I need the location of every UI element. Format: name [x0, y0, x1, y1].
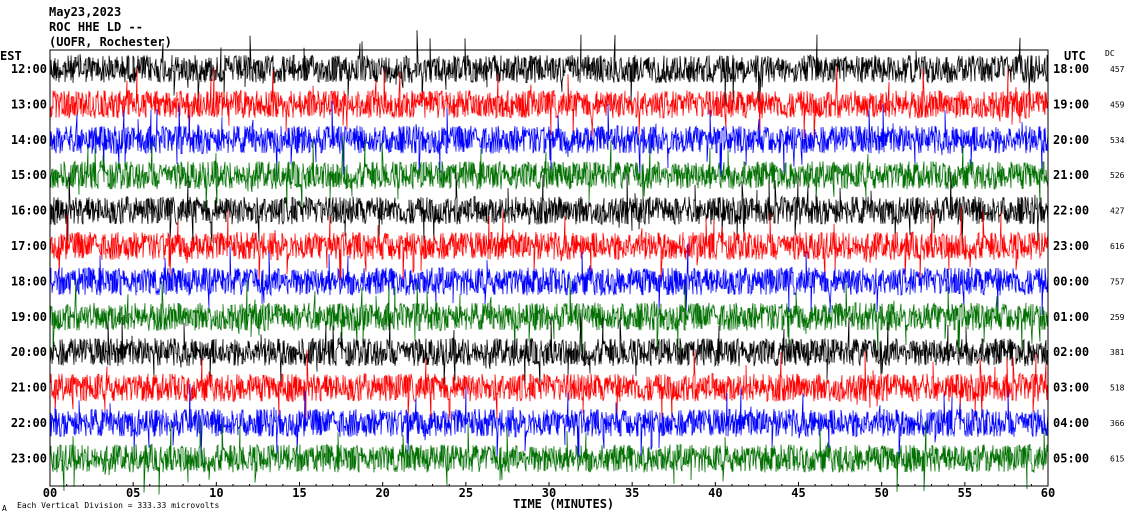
- trace-row-5: [49, 206, 1049, 285]
- x-tick-label: 30: [542, 486, 556, 500]
- trace-row-0: [49, 30, 1049, 107]
- utc-hour-label: 23:00: [1053, 239, 1089, 253]
- x-tick-label: 20: [375, 486, 389, 500]
- est-hour-label: 15:00: [11, 168, 47, 182]
- dc-value: 457: [1110, 65, 1125, 74]
- utc-hour-label: 19:00: [1053, 97, 1089, 111]
- utc-hour-label: 20:00: [1053, 133, 1089, 147]
- dc-value: 616: [1110, 242, 1125, 251]
- x-tick-label: 35: [625, 486, 639, 500]
- est-hour-label: 23:00: [11, 451, 47, 465]
- dc-title: DC: [1105, 49, 1115, 58]
- scale-note: Each Vertical Division = 333.33 microvol…: [17, 501, 219, 510]
- est-hour-label: 12:00: [11, 62, 47, 76]
- utc-hour-label: 22:00: [1053, 204, 1089, 218]
- utc-hour-label: 05:00: [1053, 451, 1089, 465]
- est-hour-label: 22:00: [11, 416, 47, 430]
- row-labels: 12:00 18:00 457 13:00 19:00 459 14:00 20:00 534 1…: [11, 62, 1125, 465]
- x-tick-label: 25: [459, 486, 473, 500]
- traces: [49, 30, 1049, 495]
- dc-value: 518: [1110, 384, 1125, 393]
- utc-hour-label: 02:00: [1053, 345, 1089, 359]
- x-tick-label: 50: [874, 486, 888, 500]
- location-label: (UOFR, Rochester): [49, 35, 172, 49]
- x-tick-label: 40: [708, 486, 722, 500]
- dc-value: 427: [1110, 207, 1125, 216]
- est-hour-label: 19:00: [11, 310, 47, 324]
- dc-value: 381: [1110, 348, 1125, 357]
- trace-row-9: [49, 349, 1049, 424]
- trace-row-1: [49, 66, 1049, 141]
- utc-hour-label: 04:00: [1053, 416, 1089, 430]
- dc-value: 526: [1110, 171, 1125, 180]
- station-label: ROC HHE LD --: [49, 20, 143, 34]
- trace-row-7: [49, 277, 1049, 356]
- dc-value: 757: [1110, 277, 1125, 286]
- x-tick-label: 00: [43, 486, 57, 500]
- est-hour-label: 16:00: [11, 204, 47, 218]
- x-ticks: 00 05 10 15 20 25 30 35 40 45 50 55 60: [43, 482, 1055, 500]
- dc-value: 366: [1110, 419, 1125, 428]
- est-hour-label: 21:00: [11, 381, 47, 395]
- utc-hour-label: 21:00: [1053, 168, 1089, 182]
- est-hour-label: 18:00: [11, 274, 47, 288]
- trace-row-4: [49, 171, 1049, 248]
- utc-hour-label: 18:00: [1053, 62, 1089, 76]
- utc-title: UTC: [1064, 49, 1086, 63]
- dc-value: 259: [1110, 313, 1125, 322]
- corner-mark: A: [2, 504, 7, 513]
- x-axis-label: TIME (MINUTES): [513, 497, 614, 511]
- date-label: May23,2023: [49, 5, 121, 19]
- est-title: EST: [0, 49, 22, 63]
- x-tick-label: 05: [126, 486, 140, 500]
- est-hour-label: 17:00: [11, 239, 47, 253]
- est-hour-label: 14:00: [11, 133, 47, 147]
- dc-value: 615: [1110, 454, 1125, 463]
- dc-value: 459: [1110, 100, 1125, 109]
- trace-row-2: [49, 100, 1049, 179]
- x-tick-label: 55: [958, 486, 972, 500]
- trace-row-11: [49, 419, 1049, 495]
- utc-hour-label: 03:00: [1053, 381, 1089, 395]
- est-hour-label: 20:00: [11, 345, 47, 359]
- trace-row-3: [49, 136, 1049, 212]
- utc-hour-label: 01:00: [1053, 310, 1089, 324]
- trace-row-8: [49, 313, 1049, 389]
- x-tick-label: 10: [209, 486, 223, 500]
- x-tick-label: 15: [292, 486, 306, 500]
- x-tick-label: 60: [1041, 486, 1055, 500]
- trace-row-10: [49, 384, 1049, 462]
- est-hour-label: 13:00: [11, 97, 47, 111]
- trace-row-6: [49, 243, 1049, 316]
- x-tick-label: 45: [791, 486, 805, 500]
- dc-value: 534: [1110, 136, 1125, 145]
- utc-hour-label: 00:00: [1053, 274, 1089, 288]
